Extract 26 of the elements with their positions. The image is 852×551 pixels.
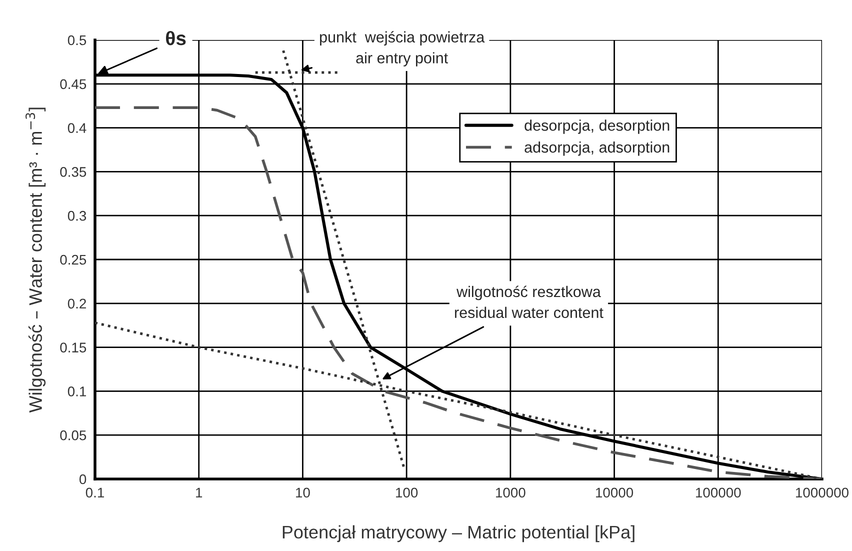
y-tick-label: 0.05 [60,430,86,440]
y-tick-label: 0.35 [60,167,86,177]
x-tick-label: 1000 [496,488,526,498]
legend-label: desorpcja, desorption [524,120,670,134]
x-tick-label: 1 [196,488,202,498]
legend-label: adsorpcja, adsorption [524,141,670,156]
y-tick-label: 0.4 [68,123,86,133]
y-tick-label: 0.45 [60,79,86,90]
y-tick-label: 0.2 [68,298,86,309]
x-tick-label: 10 [296,488,310,498]
y-tick-label: 0 [79,474,86,484]
x-tick-label: 1000000 [796,488,848,498]
x-tick-label: 100 [396,488,418,498]
y-tick-label: 0.15 [60,342,86,352]
y-tick-label: 0.5 [68,35,86,46]
y-tick-label: 0.3 [68,210,86,221]
x-axis-title: Potencjał matrycowy – Matric potential [kPa] [282,525,634,542]
x-tick-label: 0.1 [86,488,104,498]
annotation: punkt wejścia powietrza air entry point [320,31,485,66]
annotation: θs [166,30,186,46]
y-axis-title: Wilgotność – Water content [m³ · m$^{−3}$] [26,108,46,413]
annotation: wilgotność resztkowa residual water content [455,286,604,318]
y-tick-label: 0.25 [60,254,86,265]
y-tick-label: 0.1 [68,386,86,396]
x-tick-label: 100000 [696,488,741,498]
x-tick-label: 10000 [596,488,634,498]
